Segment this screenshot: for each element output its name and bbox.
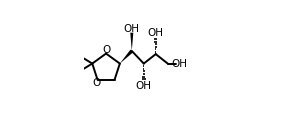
Text: OH: OH bbox=[136, 81, 152, 91]
Polygon shape bbox=[120, 50, 133, 64]
Text: OH: OH bbox=[148, 28, 164, 38]
Text: O: O bbox=[103, 45, 111, 55]
Text: OH: OH bbox=[124, 24, 140, 34]
Text: OH: OH bbox=[171, 59, 187, 69]
Text: O: O bbox=[93, 78, 101, 88]
Polygon shape bbox=[130, 33, 133, 51]
